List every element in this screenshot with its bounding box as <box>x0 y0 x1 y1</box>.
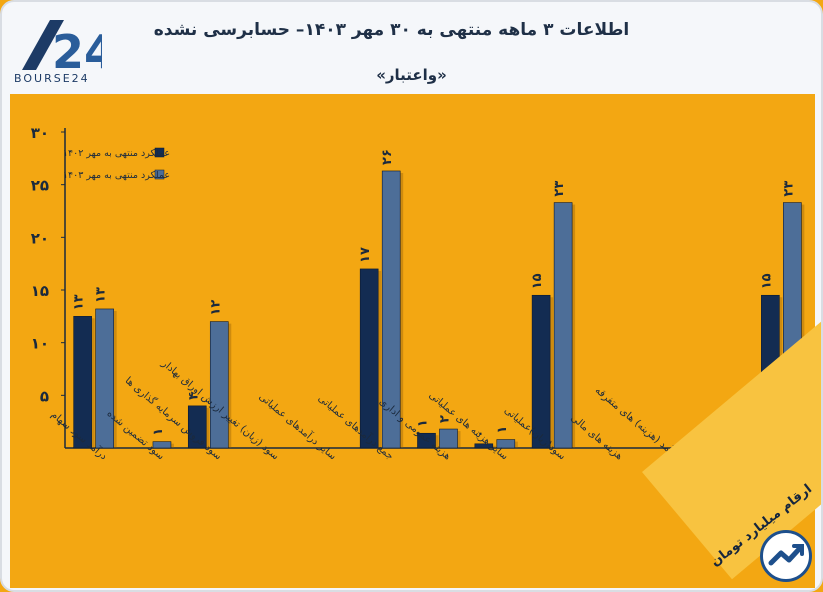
data-label: ۱ <box>151 428 166 436</box>
bar-1403 <box>553 202 573 449</box>
y-tick-label: ۱۰ <box>31 335 49 353</box>
logo-number: 24 <box>52 25 102 79</box>
y-tick-label: ۵ <box>40 387 49 405</box>
data-label: ۱ <box>495 426 510 434</box>
legend-label: عملکرد منتهی به مهر ۱۴۰۳ <box>63 170 170 181</box>
data-label: ۲۳ <box>781 181 796 197</box>
data-label: ۱۳ <box>72 294 87 310</box>
data-label: ۴ <box>186 392 201 400</box>
y-tick-label: ۲۰ <box>31 229 49 247</box>
data-label: ۱ <box>416 419 431 427</box>
y-tick-label: ۲۵ <box>31 177 49 195</box>
data-label: ۲۶ <box>380 149 395 165</box>
logo-text: BOURSE24 <box>14 72 90 85</box>
bar-1403 <box>152 441 172 449</box>
bar-1402 <box>531 294 551 449</box>
company-name: «واعتبار» <box>376 66 447 84</box>
data-label: ۲۳ <box>552 181 567 197</box>
data-label: ۰ <box>473 430 488 438</box>
y-tick-label: ۱۵ <box>31 282 49 300</box>
chart-panel: ۵ ۱۰ ۱۵ ۲۰ ۲۵ ۳۰ ۱۳ ۱۳ درآمد سود سهام ۱ سود تضمین … <box>10 94 815 588</box>
data-label: ۲ <box>438 415 453 423</box>
bar-1403 <box>439 428 458 449</box>
legend-swatch <box>154 169 165 180</box>
data-label: ۱۳ <box>94 287 109 303</box>
bar-1403 <box>209 321 229 449</box>
page-title: اطلاعات ۳ ماهه منتهی به ۳۰ مهر ۱۴۰۳– حسا… <box>153 20 630 40</box>
data-label: ۱۷ <box>358 247 373 263</box>
legend-label: عملکرد منتهی به مهر ۱۴۰۲ <box>63 148 170 159</box>
bar-1403 <box>496 439 516 449</box>
bar-1402 <box>359 268 379 449</box>
data-label: ۱۲ <box>208 300 223 316</box>
y-tick-label: ۳۰ <box>31 124 49 142</box>
bar-1402 <box>417 432 436 449</box>
bar-1402 <box>73 316 92 449</box>
trend-icon <box>760 530 812 582</box>
bourse24-logo-icon: 24 <box>22 20 102 79</box>
bar-1402 <box>474 443 494 449</box>
bar-1403 <box>95 308 114 449</box>
data-label: ۱۵ <box>530 273 545 289</box>
bar-1402 <box>187 405 207 449</box>
legend-swatch <box>154 147 165 158</box>
category-label: هزینه های مالی <box>568 413 624 463</box>
data-label: ۱۵ <box>759 273 774 289</box>
bar-1403 <box>381 170 401 449</box>
